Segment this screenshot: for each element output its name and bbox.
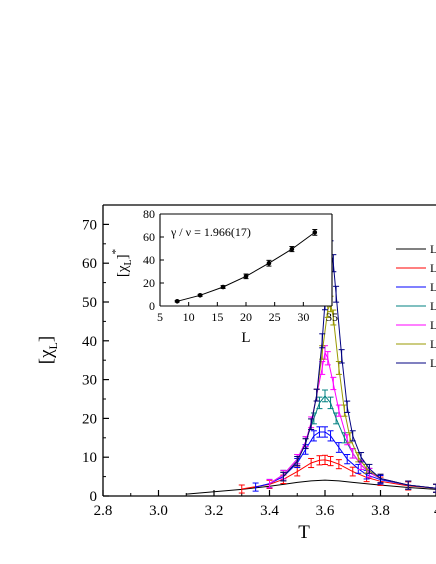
inset-y-tick-label: 0 (149, 299, 155, 313)
legend-label: L (430, 242, 436, 256)
inset-plot: 5 10 15 20 25 30 35 0 20 40 60 80 γ / ν = 1.966(17… (110, 207, 338, 346)
series-line (186, 479, 436, 495)
legend-label: L (430, 280, 436, 294)
inset-point (289, 246, 295, 252)
series-line (255, 431, 436, 489)
y-tick-label: 0 (90, 489, 98, 505)
inset-x-axis-title: L (241, 330, 250, 346)
x-axis-title: T (298, 522, 310, 543)
y-tick-label: 70 (82, 217, 97, 233)
x-tick-label: 3.2 (205, 503, 224, 519)
legend-label: L (430, 337, 436, 351)
y-tick-label: 50 (82, 295, 97, 311)
main-series (186, 240, 436, 495)
legend-label: L (430, 299, 436, 313)
inset-x-ticks: 5 10 15 20 25 30 35 (157, 302, 338, 324)
series-1 (186, 479, 436, 495)
y-tick-label: 40 (82, 334, 97, 350)
inset-y-axis-title-sup: * (110, 249, 122, 255)
inset-point (197, 293, 203, 298)
inset-series (174, 229, 318, 304)
inset-y-tick-label: 60 (143, 230, 155, 244)
y-axis-title-main: [χ (36, 349, 57, 364)
y-tick-label: 30 (82, 373, 97, 389)
y-tick-label: 10 (82, 450, 97, 466)
series-6 (280, 295, 436, 493)
y-tick-label: 20 (82, 411, 97, 427)
x-tick-label: 2.8 (94, 503, 113, 519)
legend-label: L (430, 261, 436, 275)
inset-x-tick-label: 35 (326, 310, 338, 324)
inset-x-tick-label: 25 (269, 310, 281, 324)
y-axis-title: [χL] (36, 336, 60, 364)
series-line (241, 459, 436, 490)
inset-y-tick-label: 20 (143, 276, 155, 290)
inset-point (220, 284, 226, 290)
inset-x-tick-label: 10 (183, 310, 195, 324)
inset-background (160, 214, 332, 306)
x-tick-label: 3.8 (371, 503, 390, 519)
x-tick-label: 3.6 (316, 503, 335, 519)
inset-y-axis-title-close: ] (115, 254, 131, 259)
inset-point (243, 274, 249, 279)
y-tick-label: 60 (82, 256, 97, 272)
inset-x-tick-label: 5 (157, 310, 163, 324)
y-axis-title-close: ] (36, 336, 57, 342)
fit-annotation: γ / ν = 1.966(17) (170, 225, 251, 239)
inset-point (312, 230, 318, 235)
inset-point (266, 260, 272, 266)
inset-y-ticks: 0 20 40 60 80 (143, 207, 164, 313)
inset-y-axis-title-sub: L (123, 259, 134, 265)
y-axis-title-sub: L (46, 342, 60, 349)
x-tick-label: 3.0 (149, 503, 168, 519)
main-y-ticks: 0 10 20 30 40 50 60 70 (82, 217, 109, 505)
inset-y-tick-label: 40 (143, 253, 155, 267)
x-tick-label: 3.4 (260, 503, 279, 519)
inset-x-tick-label: 15 (211, 310, 223, 324)
inset-y-axis-title-main: [χ (115, 265, 131, 277)
inset-x-tick-label: 20 (240, 310, 252, 324)
legend-label: L (430, 356, 436, 370)
x-tick-label: 4 (434, 503, 436, 519)
main-x-ticks: 2.8 3.0 3.2 3.4 3.6 3.8 4 (94, 490, 436, 519)
inset-y-axis-title: [χL]* (110, 249, 134, 277)
inset-series (174, 229, 318, 304)
inset-x-tick-label: 30 (297, 310, 309, 324)
inset-point (174, 298, 180, 304)
inset-y-tick-label: 80 (143, 207, 155, 221)
legend-label: L (430, 318, 436, 332)
